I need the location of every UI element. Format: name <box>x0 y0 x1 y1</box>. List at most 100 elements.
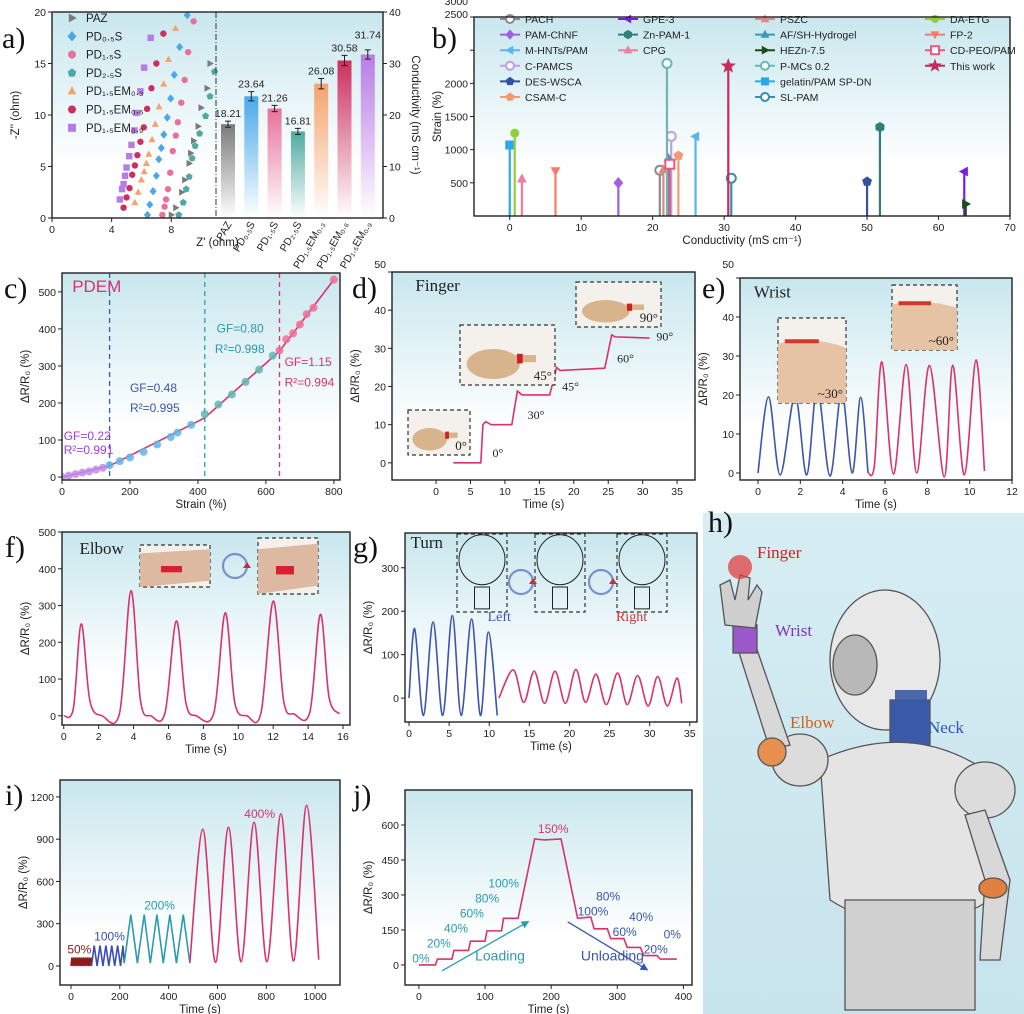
data-point <box>153 60 160 67</box>
panel-label: c) <box>4 272 27 305</box>
y-tick-label: 600 <box>381 820 399 832</box>
data-point <box>142 159 150 166</box>
x-tick-label: 16 <box>337 731 349 743</box>
data-point <box>198 104 205 112</box>
data-point <box>126 153 133 160</box>
data-point <box>128 141 135 149</box>
x-tick-label: 0 <box>507 222 513 234</box>
plot-area <box>62 273 338 480</box>
data-point <box>268 351 277 360</box>
data-point <box>121 172 129 179</box>
legend-marker <box>505 60 515 71</box>
bar-value-label: 16.81 <box>285 115 311 127</box>
legend-label: AF/SH-Hydrogel <box>780 30 856 42</box>
error-bar <box>248 91 255 102</box>
plot-area <box>453 333 650 464</box>
legend-marker <box>761 45 770 55</box>
inset-photo: ~60° <box>891 284 958 351</box>
data-point <box>172 24 180 32</box>
data-point <box>145 150 153 157</box>
sensor-icon <box>445 431 449 439</box>
data-point <box>152 171 160 180</box>
error-bar <box>271 104 278 113</box>
series-5 <box>120 30 167 211</box>
panel-label: f) <box>5 531 25 564</box>
finger-icon <box>442 432 458 438</box>
x-tick-label: 0 <box>433 486 439 498</box>
x-tick-label: 20 <box>564 728 576 740</box>
data-point <box>179 188 186 196</box>
y2-tick-label: 10 <box>389 162 401 174</box>
y-tick-label: 500 <box>450 178 468 190</box>
series-line-2 <box>123 914 191 964</box>
legend-label: DES-WSCA <box>525 76 582 88</box>
data-point <box>673 150 684 160</box>
data-point <box>173 204 180 212</box>
data-point <box>661 57 673 69</box>
data-point <box>160 30 167 37</box>
data-point <box>200 410 209 419</box>
y-tick-label: 100 <box>38 435 56 447</box>
legend-marker <box>624 30 632 40</box>
data-point <box>134 188 142 195</box>
plot-frame <box>61 272 341 481</box>
data-point <box>182 185 190 193</box>
data-point <box>516 173 527 183</box>
inset-frame <box>456 533 508 613</box>
inset-photo: 45° <box>459 324 556 386</box>
y2-tick-label: 20 <box>389 110 401 122</box>
x-tick-label: 100 <box>476 991 494 1003</box>
legend-marker <box>928 58 942 72</box>
data-point <box>179 198 187 206</box>
x-tick-label: 30 <box>637 486 649 498</box>
x-tick-label: 15 <box>523 728 535 740</box>
data-point <box>157 143 165 153</box>
legend-label: M-HNTs/PAM <box>525 45 588 57</box>
y-tick-label: 0 <box>393 693 399 705</box>
panel-label: e) <box>702 272 725 305</box>
x-tick-label: 400 <box>160 991 178 1003</box>
annotation: 0° <box>493 446 504 460</box>
data-point <box>64 471 73 480</box>
bar-value-label: 21.26 <box>261 92 287 104</box>
annotation: 20% <box>427 937 451 951</box>
data-point <box>170 70 178 79</box>
panel-f: f) 0 2 4 6 8 10 12 14 16 0 100 200 300 400 500 Time (s) Δ… <box>5 527 351 756</box>
legend-label: P-MCs 0.2 <box>780 61 830 73</box>
body-part-label: Finger <box>757 543 802 562</box>
legend-label: CPG <box>643 45 666 57</box>
x-tick-label: 200 <box>111 991 129 1003</box>
data-point <box>120 204 127 211</box>
y2-axis-label: Conductivity (mS cm⁻¹) <box>409 55 421 174</box>
finger-icon <box>622 304 644 310</box>
data-point <box>176 42 184 52</box>
y-tick-label: 20 <box>374 381 386 393</box>
data-point <box>173 428 182 437</box>
annotation: 40% <box>444 922 468 936</box>
data-point <box>175 211 183 218</box>
bar <box>337 60 352 218</box>
data-point <box>163 113 171 122</box>
y-tick-label: 450 <box>381 855 399 867</box>
x-tick-label: 8 <box>200 731 206 743</box>
x-axis-label: Time (s) <box>179 1004 221 1014</box>
annotation: PDEM <box>72 277 121 296</box>
legend-label: CD-PEO/PAM <box>950 45 1016 57</box>
data-point <box>123 164 130 171</box>
series-2 <box>159 18 197 218</box>
error-bar <box>294 127 301 136</box>
data-point <box>204 84 211 92</box>
data-point <box>196 129 204 137</box>
data-point <box>98 463 107 472</box>
y2-tick-label: 40 <box>389 7 401 19</box>
y-tick-label: 2000 <box>445 78 469 90</box>
x-tick-label: 12 <box>267 731 279 743</box>
x-tick-label: 60 <box>933 222 945 234</box>
series-line-0 <box>418 838 677 966</box>
annotation: GF=0.48 <box>130 381 177 395</box>
data-point <box>131 162 139 169</box>
series-4 <box>131 24 180 206</box>
y-tick-label: 40 <box>722 312 734 324</box>
x-tick-label: 35 <box>671 486 683 498</box>
inset-photo <box>456 533 508 613</box>
